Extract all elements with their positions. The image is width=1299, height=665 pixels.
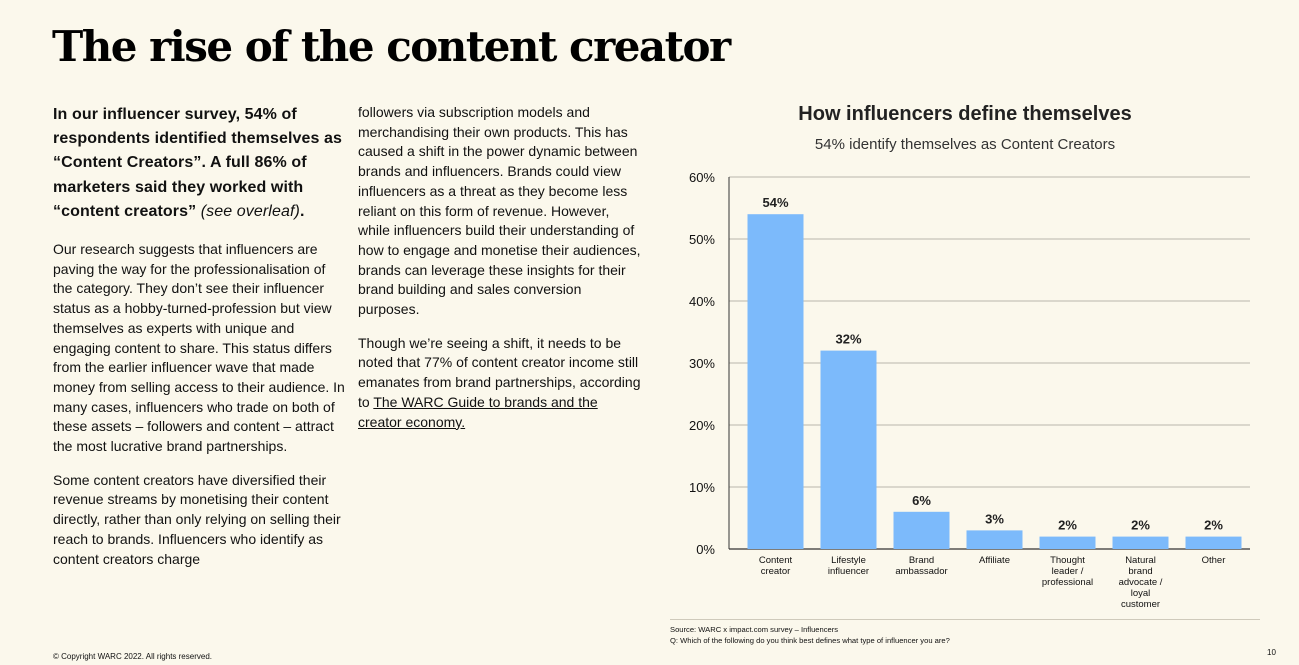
y-tick-label: 40% (689, 294, 715, 309)
page-title: The rise of the content creator (52, 22, 731, 71)
y-tick-label: 0% (696, 542, 715, 557)
chart-title: How influencers define themselves (798, 103, 1132, 125)
x-tick-label: Other (1202, 555, 1226, 566)
x-tick-label: Affiliate (979, 555, 1010, 566)
page-number: 10 (1267, 648, 1276, 657)
paragraph-4: Though we’re seeing a shift, it needs to… (358, 334, 643, 433)
bar-value-label: 2% (1131, 518, 1150, 533)
bar (747, 214, 804, 549)
y-tick-label: 20% (689, 418, 715, 433)
x-tick-label: leader / (1052, 566, 1084, 577)
x-tick-label: Brand (909, 555, 934, 566)
chart-footnote: Source: WARC x impact.com survey – Influ… (670, 619, 1260, 646)
bar-value-label: 54% (762, 195, 788, 210)
bar (893, 511, 950, 549)
lead-end-text: . (299, 202, 305, 220)
bar-value-label: 6% (912, 493, 931, 508)
bar-value-label: 3% (985, 511, 1004, 526)
y-tick-label: 50% (689, 232, 715, 247)
x-tick-label: professional (1042, 577, 1093, 588)
bar-value-label: 2% (1204, 518, 1223, 533)
paragraph-2: Some content creators have diversified t… (53, 471, 341, 567)
text-column-left: In our influencer survey, 54% of respond… (53, 103, 345, 583)
y-tick-label: 60% (689, 170, 715, 185)
x-tick-label: customer (1121, 599, 1160, 610)
x-tick-label: advocate / (1119, 577, 1163, 588)
paragraph-3: followers via subscription models and me… (358, 104, 641, 318)
lead-bold-text: In our influencer survey, 54% of respond… (53, 106, 343, 220)
x-tick-label: Natural (1125, 555, 1156, 566)
text-column-middle: followers via subscription models and me… (358, 103, 643, 446)
source-note: Source: WARC x impact.com survey – Influ… (670, 625, 839, 634)
paragraph-4-text: Though we’re seeing a shift, it needs to… (358, 334, 641, 410)
warc-guide-link[interactable]: The WARC Guide to brands and the creator… (358, 393, 598, 430)
bar (1185, 536, 1242, 549)
x-tick-label: ambassador (895, 566, 947, 577)
bar (1112, 536, 1169, 549)
y-tick-label: 30% (689, 356, 715, 371)
lead-paragraph: In our influencer survey, 54% of respond… (53, 103, 345, 224)
lead-italic-text: (see overleaf) (196, 202, 300, 220)
x-tick-label: creator (761, 566, 791, 577)
y-tick-label: 10% (689, 480, 715, 495)
x-tick-label: Content (759, 555, 793, 566)
bar-value-label: 32% (835, 332, 861, 347)
paragraph-1: Our research suggests that influencers a… (53, 241, 345, 455)
x-tick-label: Lifestyle (831, 555, 866, 566)
bar (966, 530, 1023, 549)
x-tick-label: loyal (1131, 588, 1151, 599)
copyright: © Copyright WARC 2022. All rights reserv… (53, 652, 212, 661)
bar (1039, 536, 1096, 549)
bar-value-label: 2% (1058, 518, 1077, 533)
x-tick-label: brand (1128, 566, 1152, 577)
x-tick-label: Thought (1050, 555, 1085, 566)
chart-subtitle: 54% identify themselves as Content Creat… (814, 136, 1116, 153)
bar (820, 350, 877, 549)
question-note: Q: Which of the following do you think b… (670, 635, 950, 645)
x-tick-label: influencer (828, 566, 869, 577)
